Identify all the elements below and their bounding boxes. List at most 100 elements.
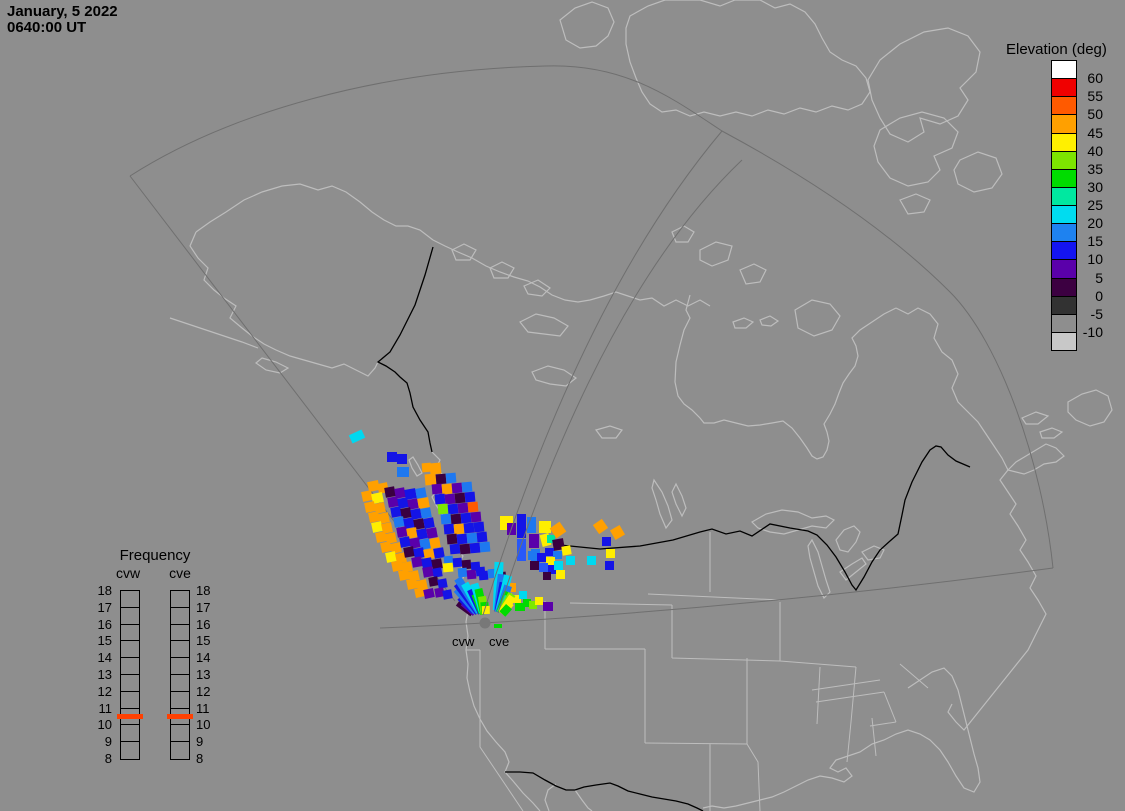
frequency-tick-label: 9 — [104, 734, 112, 750]
frequency-tick-label: 18 — [196, 583, 211, 598]
frequency-tick-label: 16 — [196, 616, 211, 632]
echo-cell — [545, 548, 554, 556]
alaska-west-coast — [189, 231, 379, 377]
echo-cell — [426, 527, 438, 539]
echo-cell — [437, 578, 448, 589]
echo-cell — [539, 563, 548, 572]
echo-cell — [470, 511, 482, 523]
map-label-cve: cve — [489, 634, 510, 649]
echo-cell — [479, 541, 491, 553]
echo-cell — [374, 502, 386, 514]
echo-cell — [528, 551, 537, 560]
echo-cell — [461, 481, 473, 493]
echo-cell — [387, 496, 399, 508]
echo-cell — [415, 487, 427, 499]
echo-cell — [413, 518, 425, 530]
near-range-echo-wedge — [499, 603, 513, 617]
echo-cell — [447, 503, 459, 515]
echo-cell — [441, 483, 453, 495]
frequency-tick-label: 16 — [97, 616, 112, 632]
fov-far-arc — [129, 65, 1054, 569]
echo-cell — [561, 545, 572, 556]
frequency-scale-tick — [171, 640, 189, 642]
echo-cell — [409, 537, 421, 549]
frequency-column-cvw: cvw — [115, 565, 141, 581]
frequency-scale-tick — [121, 657, 139, 659]
map-label-cvw: cvw — [452, 634, 475, 649]
lake-erie — [839, 557, 867, 581]
colorbar-tick-label: 55 — [1087, 88, 1103, 105]
echo-cell — [371, 491, 384, 505]
echo-cell — [398, 569, 410, 581]
echo-cell — [556, 570, 565, 579]
frequency-scale-box-cve — [170, 590, 190, 760]
frequency-scale-tick — [121, 690, 139, 692]
echo-cell — [445, 472, 457, 484]
radar-fov-beam-lines — [482, 130, 743, 616]
echo-cell — [414, 587, 426, 598]
frequency-tick-label: 14 — [97, 650, 112, 666]
echo-cell — [399, 536, 411, 548]
frequency-tick-label: 17 — [97, 599, 112, 615]
frequency-marker-cve — [167, 714, 193, 719]
gulf-california-coast — [544, 783, 593, 811]
echo-cell — [543, 572, 551, 580]
frequency-scale-tick — [121, 674, 139, 675]
echo-cell — [420, 507, 432, 519]
colorbar-tick-label: -5 — [1090, 305, 1103, 322]
echo-cell — [390, 542, 402, 554]
echo-cell — [512, 595, 521, 603]
frequency-scale-tick — [171, 674, 189, 675]
labrador-coast — [895, 307, 1009, 471]
echo-cell — [429, 462, 442, 475]
echo-cell — [587, 556, 596, 565]
echo-cell — [437, 503, 449, 515]
frequency-tick-label: 10 — [196, 717, 211, 733]
echo-cell — [429, 537, 441, 549]
colorbar-tick-label: 15 — [1087, 233, 1103, 250]
us-canada-border — [559, 445, 971, 592]
frequency-scale-tick — [121, 606, 139, 608]
echo-cell — [406, 527, 418, 539]
echo-cell — [469, 542, 481, 554]
echo-cell — [434, 587, 445, 598]
echo-cell — [367, 479, 380, 493]
haida-gwaii — [408, 456, 423, 477]
echo-cell — [454, 492, 466, 504]
echo-cell — [433, 547, 445, 559]
echo-cell — [548, 565, 557, 574]
colorbar-tick-label: 0 — [1095, 287, 1103, 304]
echo-cell — [423, 588, 435, 599]
echo-cell — [452, 557, 463, 568]
echo-cell — [459, 543, 471, 555]
great-slave-lake — [531, 365, 578, 387]
echo-cell — [517, 514, 526, 538]
radar-echo-cells — [348, 429, 626, 628]
echo-cell — [431, 558, 443, 570]
radar-site-dot — [479, 617, 491, 629]
echo-cell — [592, 518, 609, 535]
frequency-scale-tick — [171, 657, 189, 659]
echo-cell — [473, 521, 485, 533]
frequency-tick-label: 17 — [196, 599, 211, 615]
echo-cell — [442, 589, 453, 600]
echo-cell — [411, 556, 423, 568]
frequency-marker-cvw — [117, 714, 143, 719]
nova-scotia — [1006, 443, 1065, 475]
echo-cell — [364, 501, 376, 513]
echo-cell — [422, 566, 434, 578]
echo-cell — [446, 533, 458, 545]
echo-cell — [368, 511, 380, 523]
echo-cell — [404, 488, 417, 500]
echo-cell — [535, 597, 543, 605]
cve-left-beam-edge — [497, 159, 743, 614]
florida-gulf-coast — [702, 667, 981, 809]
echo-cell — [432, 567, 443, 578]
frequency-tick-label: 14 — [196, 650, 211, 666]
echo-cell — [519, 591, 527, 599]
timestamp-date: January, 5 2022 — [7, 3, 118, 20]
echo-cell — [381, 522, 393, 534]
lake-winnipeg — [651, 478, 687, 530]
newfoundland — [1067, 389, 1113, 427]
echo-cell — [546, 557, 555, 566]
